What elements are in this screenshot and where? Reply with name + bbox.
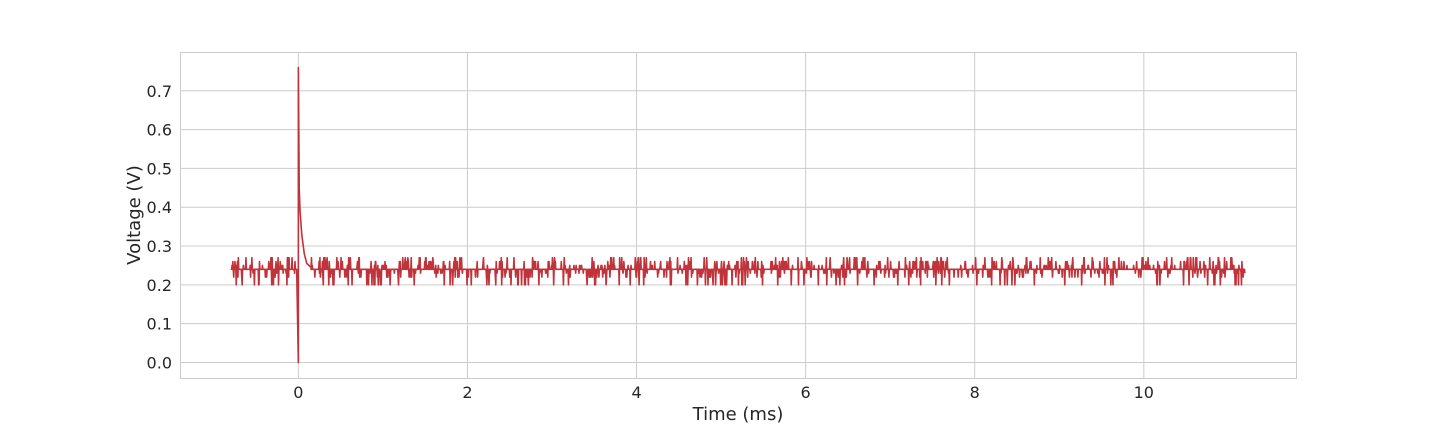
- y-tick-label: 0.6: [147, 121, 172, 140]
- series-lines: [230, 66, 1246, 364]
- x-tick-label: 0: [293, 383, 303, 402]
- y-tick-label: 0.7: [147, 82, 172, 101]
- y-tick-label: 0.3: [147, 237, 172, 256]
- x-tick-label: 4: [631, 383, 641, 402]
- y-tick-label: 0.0: [147, 353, 172, 372]
- y-tick-label: 0.1: [147, 315, 172, 334]
- x-tick-label: 10: [1134, 383, 1154, 402]
- x-tick-labels: 0 2 4 6 8 10: [293, 383, 1154, 402]
- x-tick-label: 6: [801, 383, 811, 402]
- y-tick-label: 0.2: [147, 276, 172, 295]
- y-axis-label: Voltage (V): [124, 165, 145, 265]
- x-axis-label: Time (ms): [692, 404, 784, 425]
- plot-frame: [180, 52, 1297, 379]
- grid-lines: [180, 52, 1296, 378]
- x-tick-label: 8: [970, 383, 980, 402]
- y-tick-label: 0.4: [147, 198, 172, 217]
- voltage-trace: [230, 66, 1246, 364]
- x-tick-label: 2: [462, 383, 472, 402]
- y-tick-label: 0.5: [147, 159, 172, 178]
- plot-area: [180, 52, 1296, 378]
- y-tick-labels: 0.0 0.1 0.2 0.3 0.4 0.5 0.6 0.7: [147, 82, 172, 373]
